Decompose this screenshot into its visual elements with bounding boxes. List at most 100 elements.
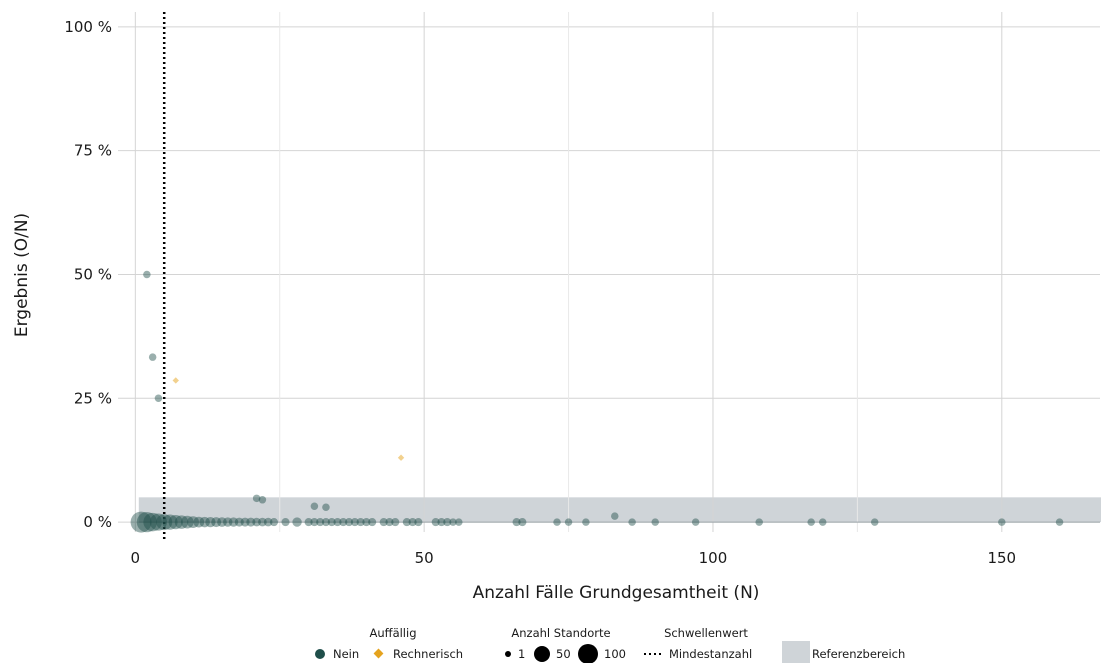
y-tick-label: 50 % xyxy=(74,265,112,283)
data-point-nein xyxy=(443,518,452,527)
data-point-nein xyxy=(180,515,194,529)
data-point-nein xyxy=(611,512,619,520)
y-tick-label: 25 % xyxy=(74,389,112,407)
data-point-nein xyxy=(269,518,279,527)
x-tick-label: 100 xyxy=(699,549,728,567)
data-point-nein xyxy=(174,515,189,529)
data-point-nein xyxy=(193,516,205,528)
legend-title-anzahl-standorte: Anzahl Standorte xyxy=(511,626,610,640)
data-point-nein xyxy=(391,518,400,527)
data-point-nein xyxy=(304,518,313,527)
data-point-nein xyxy=(333,518,342,527)
data-point-nein xyxy=(154,394,163,403)
data-point-nein xyxy=(356,518,365,527)
data-point-rechnerisch xyxy=(172,377,179,384)
data-point-nein xyxy=(408,518,417,527)
legend-nein-marker xyxy=(315,649,325,659)
data-point-nein xyxy=(130,511,152,533)
x-tick-label: 150 xyxy=(987,549,1016,567)
data-point-nein xyxy=(240,517,250,527)
data-point-nein xyxy=(258,496,267,504)
reference-band-rect xyxy=(138,497,1101,523)
legend-reference-swatch xyxy=(782,641,810,663)
data-point-nein xyxy=(350,518,359,527)
data-point-nein xyxy=(437,518,446,527)
data-point-nein xyxy=(136,511,157,533)
legend-size-100-marker xyxy=(578,644,598,663)
data-point-nein xyxy=(246,517,256,527)
data-point-nein xyxy=(385,518,394,527)
data-point-nein xyxy=(234,517,244,527)
data-point-nein xyxy=(628,518,636,526)
y-axis-label: Ergebnis (O/N) xyxy=(12,213,32,337)
grid-lines xyxy=(118,12,1100,532)
data-point-nein xyxy=(998,518,1006,526)
data-point-nein xyxy=(512,518,521,527)
data-point-nein xyxy=(379,518,388,527)
data-point-nein xyxy=(431,518,440,527)
data-point-nein xyxy=(205,516,216,528)
x-tick-label: 0 xyxy=(131,549,141,567)
data-point-nein xyxy=(564,518,573,526)
data-point-nein xyxy=(156,514,173,531)
data-point-nein xyxy=(223,517,233,527)
y-tick-label: 75 % xyxy=(74,142,112,160)
data-point-nein xyxy=(148,353,157,361)
data-point-nein xyxy=(691,518,700,526)
data-point-nein xyxy=(455,518,463,526)
legend-size-1-marker xyxy=(505,651,511,657)
y-tick-label: 0 % xyxy=(83,513,112,531)
data-point-nein xyxy=(316,518,325,527)
data-point-nein xyxy=(362,518,371,527)
data-point-nein xyxy=(143,512,162,532)
legend: Auffällig Nein Rechnerisch Anzahl Stando… xyxy=(315,626,905,663)
legend-size-1-label: 1 xyxy=(518,647,525,661)
y-axis-ticks: 0 % 25 % 50 % 75 % 100 % xyxy=(64,18,112,531)
data-point-nein xyxy=(162,514,178,530)
data-point-nein xyxy=(870,518,879,526)
data-point-nein xyxy=(258,517,267,527)
data-point-nein xyxy=(168,514,183,530)
data-point-nein xyxy=(310,518,319,527)
data-point-nein xyxy=(211,517,222,528)
data-point-nein xyxy=(143,270,151,279)
data-point-nein xyxy=(322,503,330,511)
legend-reference-label: Referenzbereich xyxy=(812,647,905,661)
data-point-nein xyxy=(310,502,319,510)
data-point-nein xyxy=(807,518,815,526)
data-point-nein xyxy=(582,518,590,526)
reference-range-band xyxy=(138,497,1101,523)
legend-size-50-label: 50 xyxy=(556,647,571,661)
data-point-nein xyxy=(263,517,273,527)
data-point-nein xyxy=(368,518,377,527)
legend-threshold-label: Mindestanzahl xyxy=(669,647,752,661)
data-point-nein xyxy=(252,517,261,527)
legend-size-50-marker xyxy=(534,646,550,662)
data-point-nein xyxy=(292,517,302,527)
data-point-nein xyxy=(755,518,763,526)
data-point-nein xyxy=(414,518,423,527)
x-tick-label: 50 xyxy=(415,549,434,567)
data-point-nein xyxy=(518,518,527,527)
y-tick-label: 100 % xyxy=(64,18,112,36)
x-axis-label: Anzahl Fälle Grundgesamtheit (N) xyxy=(473,583,760,603)
data-point-nein xyxy=(321,518,331,527)
legend-title-schwellenwert: Schwellenwert xyxy=(664,626,748,640)
data-point-nein xyxy=(149,513,167,531)
legend-nein-label: Nein xyxy=(333,647,359,661)
data-point-rechnerisch xyxy=(397,454,405,461)
data-points xyxy=(130,270,1064,533)
data-point-nein xyxy=(187,516,199,528)
legend-size-100-label: 100 xyxy=(604,647,626,661)
data-point-nein xyxy=(449,518,457,526)
legend-rechnerisch-marker xyxy=(373,648,384,659)
data-point-nein xyxy=(553,518,561,526)
data-point-nein xyxy=(818,518,827,526)
data-point-nein xyxy=(281,518,290,527)
data-point-nein xyxy=(217,517,227,527)
data-point-nein xyxy=(228,517,239,527)
data-point-nein xyxy=(327,518,336,527)
data-point-nein xyxy=(402,518,411,527)
legend-rechnerisch-label: Rechnerisch xyxy=(393,647,463,661)
